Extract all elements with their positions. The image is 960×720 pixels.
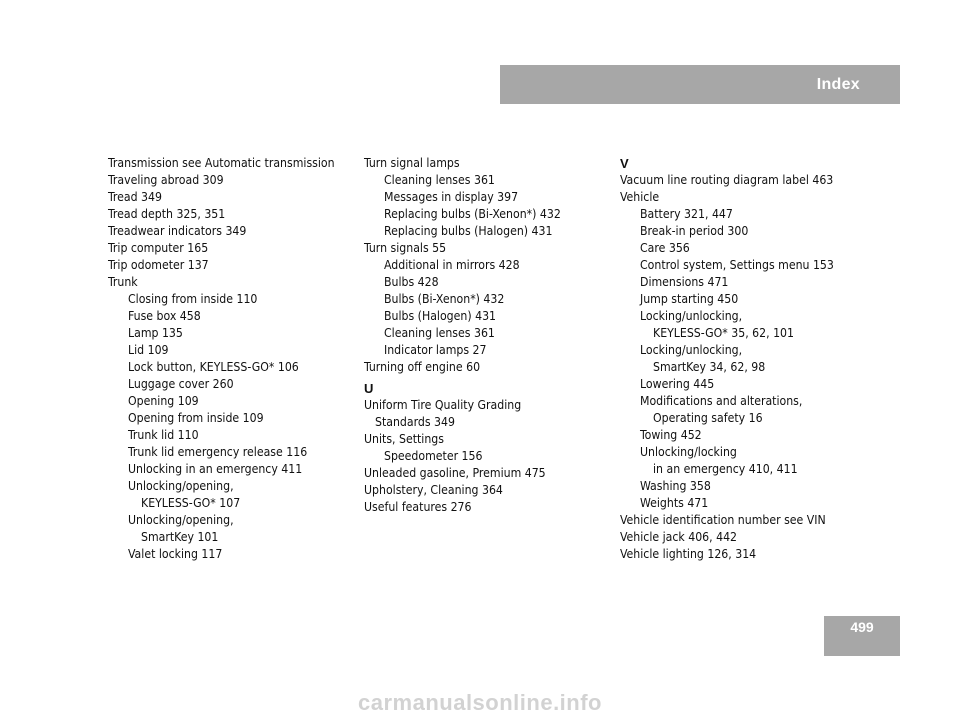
index-entry: Tread 349: [108, 190, 162, 204]
index-subentry: Cleaning lenses 361: [384, 173, 495, 187]
index-entry: Transmission see Automatic transmission: [108, 156, 335, 170]
index-entry: Vehicle: [620, 190, 660, 204]
index-entry: Traveling abroad 309: [108, 173, 224, 187]
index-subentry: Dimensions 471: [640, 275, 729, 289]
index-subentry: Indicator lamps 27: [384, 343, 487, 357]
index-subentry: Weights 471: [640, 496, 709, 510]
index-entry: Turn signal lamps: [364, 156, 460, 170]
watermark: carmanualsonline.info: [358, 690, 602, 715]
index-column-1: Transmission see Automatic transmission T…: [108, 155, 358, 563]
index-entry: Turning off engine 60: [364, 360, 481, 374]
index-subentry: Replacing bulbs (Bi-Xenon*) 432: [384, 207, 561, 221]
index-subentry: Trunk lid emergency release 116: [128, 445, 308, 459]
section-letter: V: [620, 156, 629, 171]
index-subentry: Closing from inside 110: [128, 292, 258, 306]
index-subentry: Unlocking/opening,: [128, 513, 234, 527]
index-subentry: Control system, Settings menu 153: [640, 258, 834, 272]
page-number: 499: [850, 619, 874, 635]
index-subentry: Washing 358: [640, 479, 711, 493]
index-subentry: Lid 109: [128, 343, 169, 357]
index-subentry: Battery 321, 447: [640, 207, 733, 221]
index-entry: Unleaded gasoline, Premium 475: [364, 466, 546, 480]
index-subentry: Trunk lid 110: [128, 428, 199, 442]
index-subentry: Operating safety 16: [653, 411, 763, 425]
index-subentry: KEYLESS-GO* 35, 62, 101: [653, 326, 795, 340]
index-entry: Trip computer 165: [108, 241, 209, 255]
index-subentry: Messages in display 397: [384, 190, 519, 204]
index-subentry: Lamp 135: [128, 326, 183, 340]
index-entry: Useful features 276: [364, 500, 472, 514]
index-subentry: Locking/unlocking,: [640, 343, 743, 357]
page-number-box: 499: [824, 616, 900, 656]
index-subentry: in an emergency 410, 411: [653, 462, 798, 476]
index-subentry: Cleaning lenses 361: [384, 326, 495, 340]
index-subentry: Lock button, KEYLESS-GO* 106: [128, 360, 299, 374]
index-subentry: Fuse box 458: [128, 309, 201, 323]
index-subentry: Locking/unlocking,: [640, 309, 743, 323]
index-subentry: Replacing bulbs (Halogen) 431: [384, 224, 553, 238]
index-subentry: Lowering 445: [640, 377, 715, 391]
index-subentry: Unlocking in an emergency 411: [128, 462, 303, 476]
index-subentry: Opening 109: [128, 394, 199, 408]
index-subentry: Bulbs (Bi-Xenon*) 432: [384, 292, 505, 306]
index-entry: Tread depth 325, 351: [108, 207, 226, 221]
index-entry: Vehicle lighting 126, 314: [620, 547, 757, 561]
index-subentry: Bulbs (Halogen) 431: [384, 309, 497, 323]
index-subentry: Luggage cover 260: [128, 377, 234, 391]
index-entry: Turn signals 55: [364, 241, 447, 255]
index-subentry: Valet locking 117: [128, 547, 223, 561]
index-subentry: Bulbs 428: [384, 275, 439, 289]
index-subentry: Unlocking/locking: [640, 445, 737, 459]
index-subentry: Standards 349: [375, 415, 455, 429]
index-entry: Treadwear indicators 349: [108, 224, 247, 238]
index-subentry: Towing 452: [640, 428, 702, 442]
index-header-bar: Index: [500, 65, 900, 104]
index-entry: Vacuum line routing diagram label 463: [620, 173, 834, 187]
index-subentry: Speedometer 156: [384, 449, 483, 463]
index-subentry: Care 356: [640, 241, 690, 255]
index-subentry: Opening from inside 109: [128, 411, 264, 425]
index-entry: Vehicle identification number see VIN: [620, 513, 826, 527]
index-subentry: Modifications and alterations,: [640, 394, 803, 408]
index-subentry: Jump starting 450: [640, 292, 739, 306]
index-subentry: Unlocking/opening,: [128, 479, 234, 493]
index-subentry: SmartKey 34, 62, 98: [653, 360, 766, 374]
index-subentry: KEYLESS-GO* 107: [141, 496, 241, 510]
index-column-3: V Vacuum line routing diagram label 463 Ve…: [620, 155, 890, 563]
index-entry: Trunk: [108, 275, 138, 289]
section-letter: U: [364, 381, 374, 396]
index-entry: Units, Settings: [364, 432, 444, 446]
index-entry: Upholstery, Cleaning 364: [364, 483, 503, 497]
index-entry: Vehicle jack 406, 442: [620, 530, 738, 544]
index-subentry: Break-in period 300: [640, 224, 749, 238]
index-column-2: Turn signal lamps Cleaning lenses 361 Mess…: [364, 155, 614, 516]
index-entry: Uniform Tire Quality Grading: [364, 398, 522, 412]
index-subentry: Additional in mirrors 428: [384, 258, 520, 272]
index-entry: Trip odometer 137: [108, 258, 209, 272]
index-subentry: SmartKey 101: [141, 530, 219, 544]
page-title: Index: [816, 76, 860, 93]
